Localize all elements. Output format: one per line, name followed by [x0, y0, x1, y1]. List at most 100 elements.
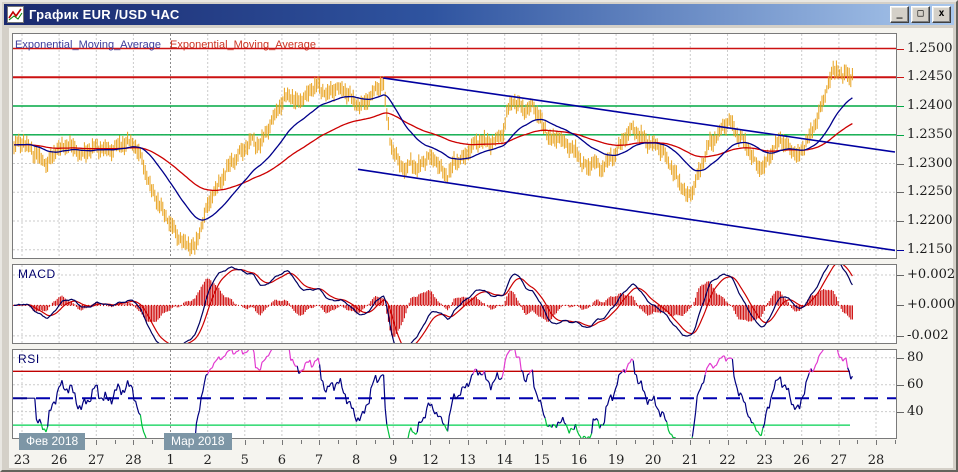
ema-slow-legend-label: Exponential_Moving_Average	[170, 39, 316, 51]
chart-icon-glyph	[8, 8, 23, 21]
date-subtick	[634, 440, 636, 444]
price-1.2350-label: 1.2350	[907, 127, 953, 142]
date-label: 14	[496, 453, 513, 468]
price-1.2450-label: 1.2450	[907, 69, 953, 84]
rsi-panel[interactable]: RSI	[12, 349, 897, 439]
date-tick	[467, 440, 469, 445]
date-subtick	[708, 440, 710, 444]
price-1.2250-tick	[897, 192, 904, 193]
macd--0.002-tick	[897, 336, 904, 337]
date-tick	[690, 440, 692, 445]
date-subtick	[486, 440, 488, 444]
date-tick	[504, 440, 506, 445]
date-subtick	[857, 440, 859, 444]
date-subtick	[337, 440, 339, 444]
date-label: 28	[125, 453, 142, 468]
date-subtick	[820, 440, 822, 444]
macd-label: MACD	[18, 267, 56, 281]
price-1.2450-tick	[897, 77, 904, 78]
price-1.2200-tick	[897, 221, 904, 222]
date-subtick	[114, 440, 116, 444]
date-label: 20	[644, 453, 662, 468]
date-tick	[541, 440, 543, 445]
maximize-button[interactable]: □	[911, 6, 930, 23]
date-label: 7	[314, 453, 324, 468]
date-label: 27	[830, 453, 848, 468]
price-1.2200-label: 1.2200	[907, 213, 953, 228]
date-label: 23	[756, 453, 773, 468]
macd-+0.002-label: +0.002	[907, 267, 956, 282]
window-title: График EUR /USD ЧАС	[29, 7, 180, 22]
macd--0.002-label: -0.002	[907, 328, 949, 343]
date-label: 8	[352, 453, 361, 468]
rsi-label: RSI	[18, 352, 40, 366]
price-1.2250-label: 1.2250	[907, 184, 953, 199]
date-label: 9	[389, 453, 398, 468]
rsi-80-label: 80	[907, 350, 924, 365]
date-label: 13	[459, 453, 476, 468]
price-chart-canvas	[13, 34, 896, 258]
macd-canvas	[13, 265, 896, 343]
date-tick	[244, 440, 246, 445]
macd-panel[interactable]: MACD	[12, 264, 897, 344]
rsi-60-tick	[897, 385, 904, 386]
date-subtick	[783, 440, 785, 444]
price-1.2350-tick	[897, 135, 904, 136]
date-subtick	[523, 440, 525, 444]
rsi-40-label: 40	[907, 404, 924, 419]
ema-fast-legend-label: Exponential_Moving_Average	[15, 39, 161, 51]
date-subtick	[894, 440, 896, 444]
date-subtick	[671, 440, 673, 444]
close-button[interactable]: x	[932, 6, 951, 23]
price-1.2300-label: 1.2300	[907, 156, 953, 171]
date-tick	[96, 440, 98, 445]
price-1.2150-tick	[897, 250, 904, 251]
date-tick	[393, 440, 395, 445]
date-subtick	[597, 440, 599, 444]
price-1.2500-tick	[897, 49, 904, 50]
macd-+0.000-tick	[897, 305, 904, 306]
date-label: 28	[867, 453, 885, 468]
macd-+0.002-tick	[897, 275, 904, 276]
date-subtick	[300, 440, 302, 444]
rsi-60-label: 60	[907, 377, 924, 392]
date-subtick	[411, 440, 413, 444]
date-tick	[430, 440, 432, 445]
month-badge: Мар 2018	[164, 433, 232, 450]
date-subtick	[746, 440, 747, 444]
date-label: 26	[793, 453, 810, 468]
rsi-40-tick	[897, 412, 904, 413]
date-subtick	[152, 440, 153, 444]
date-label: 1	[166, 453, 175, 468]
rsi-canvas	[13, 350, 896, 438]
date-label: 5	[240, 453, 249, 468]
month-badge: Фев 2018	[19, 433, 86, 450]
date-tick	[727, 440, 729, 445]
date-label: 19	[607, 453, 625, 468]
date-tick	[133, 440, 135, 445]
date-subtick	[560, 440, 562, 444]
price-chart-panel[interactable]	[12, 33, 897, 259]
date-label: 23	[13, 453, 31, 468]
price-1.2400-tick	[897, 106, 904, 107]
minimize-button[interactable]: _	[890, 6, 909, 23]
date-label: 16	[570, 453, 588, 468]
date-label: 22	[719, 453, 736, 468]
price-1.2500-label: 1.2500	[907, 41, 953, 56]
date-tick	[281, 440, 283, 445]
macd-+0.000-label: +0.000	[907, 297, 956, 312]
date-subtick	[449, 440, 450, 444]
date-tick	[616, 440, 618, 445]
title-bar[interactable]: График EUR /USD ЧАС _ □ x	[4, 4, 954, 25]
price-1.2400-label: 1.2400	[907, 98, 953, 113]
price-1.2150-label: 1.2150	[907, 242, 953, 257]
date-subtick	[374, 440, 376, 444]
date-tick	[876, 440, 877, 445]
date-label: 6	[277, 453, 287, 468]
price-1.2300-tick	[897, 164, 904, 165]
date-tick	[653, 440, 655, 445]
chart-app-icon[interactable]	[7, 6, 24, 23]
date-tick	[319, 440, 320, 445]
date-label: 27	[88, 453, 105, 468]
